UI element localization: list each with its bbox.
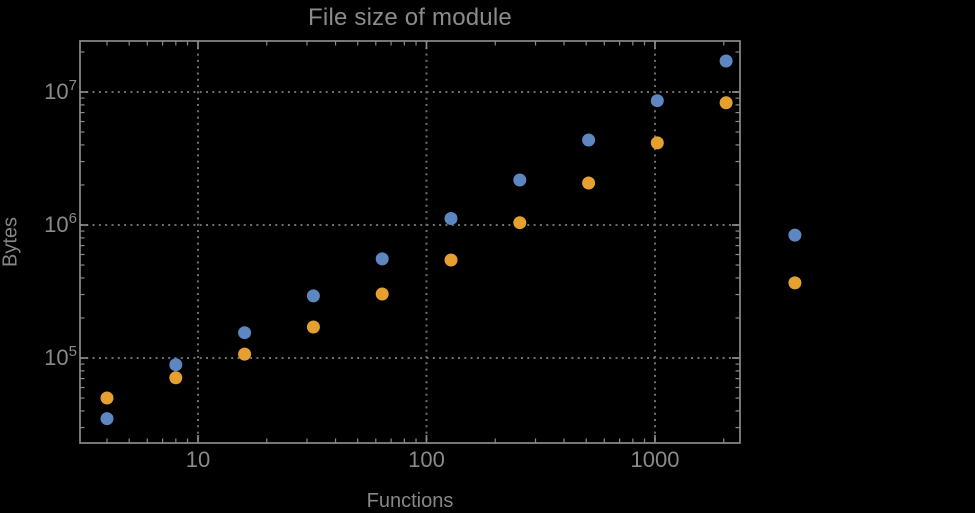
data-point-orange-series-x512	[582, 176, 596, 190]
x-tick-label: 100	[408, 447, 445, 472]
data-point-orange-series-x8	[169, 371, 183, 385]
chart-title: File size of module	[308, 4, 512, 31]
x-tick-label: 1000	[631, 447, 680, 472]
data-point-blue-series-x8	[169, 358, 183, 372]
data-point-orange-series-x2048	[719, 96, 733, 110]
data-point-blue-series-x4	[100, 412, 114, 426]
y-tick-label: 107	[44, 77, 77, 104]
data-point-orange-series-x64	[375, 287, 389, 301]
data-point-orange-series-x128	[444, 253, 458, 267]
data-point-blue-series-x16	[238, 326, 252, 340]
data-point-blue-series-x512	[582, 133, 596, 147]
data-point-blue-series-x1024	[650, 94, 664, 108]
x-axis-label: Functions	[366, 490, 454, 512]
data-point-orange-series-x1024	[650, 136, 664, 150]
data-point-orange-series-x256	[513, 216, 527, 230]
y-tick-label: 106	[44, 210, 77, 237]
data-point-blue-series-x32	[306, 289, 320, 303]
data-point-blue-series-x128	[444, 212, 458, 225]
data-point-orange-series-x32	[306, 320, 320, 334]
data-point-orange-series-x16	[238, 347, 252, 361]
data-point-blue-series-x256	[513, 173, 527, 187]
y-tick-label: 105	[44, 343, 77, 370]
plot-frame	[79, 40, 741, 444]
data-point-blue-series-x2048	[719, 54, 733, 68]
y-axis-label: Bytes	[0, 216, 22, 268]
data-point-blue-series-x4096	[788, 228, 802, 242]
data-point-orange-series-x4	[100, 391, 114, 405]
x-tick-label: 10	[186, 447, 210, 472]
data-point-blue-series-x64	[375, 252, 389, 266]
data-point-orange-series-x4096	[788, 276, 802, 290]
